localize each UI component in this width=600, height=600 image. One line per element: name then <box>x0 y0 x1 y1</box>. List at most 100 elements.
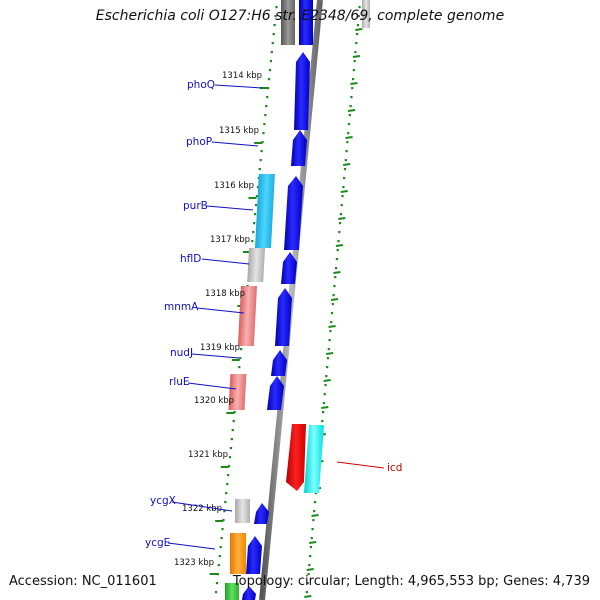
ruler-dot <box>267 87 270 90</box>
gene-label-icd[interactable]: icd <box>387 462 402 474</box>
ruler-dot <box>309 555 312 558</box>
kbp-tick-label: 1322 kbp <box>182 504 222 514</box>
ruler-dot <box>214 591 218 594</box>
ruler-tick <box>345 136 353 139</box>
ruler-dot <box>224 501 227 504</box>
ruler-dot <box>347 123 351 126</box>
ruler-dot <box>356 24 360 27</box>
ruler-dot <box>240 348 243 351</box>
ruler-dot <box>340 204 343 207</box>
feature-gray-top2 <box>362 0 370 28</box>
gene-leader-line <box>171 501 233 512</box>
ruler-dot <box>263 123 266 126</box>
ruler-tick <box>350 82 358 85</box>
ruler-dot <box>258 168 261 171</box>
gene-label-ycgX[interactable]: ycgX <box>150 495 176 507</box>
ruler-tick <box>311 514 319 517</box>
cds-arrow-phoQ <box>294 52 310 130</box>
ruler-dot <box>256 186 259 189</box>
ruler-dot <box>333 285 336 288</box>
feature-tracks <box>225 0 370 600</box>
ruler-dot <box>343 168 347 171</box>
ruler-dot <box>324 384 327 387</box>
gene-label-rluE[interactable]: rluE <box>169 376 190 388</box>
ruler-tick <box>325 352 334 355</box>
gene-label-nudJ[interactable]: nudJ <box>170 347 193 359</box>
ruler-tick <box>347 109 356 112</box>
gene-label-phoP[interactable]: phoP <box>186 136 212 148</box>
ruler-dot <box>339 213 343 216</box>
ruler-dot <box>252 231 255 234</box>
kbp-tick-label: 1315 kbp <box>219 126 259 136</box>
ruler-ticks-outer <box>304 28 363 598</box>
ruler-tick <box>352 55 361 58</box>
kbp-tick-labels: 1314 kbp 1315 kbp 1316 kbp 1317 kbp 1318 kbp… <box>174 71 262 568</box>
ruler-dot <box>272 33 275 36</box>
cds-arrow-mnmA <box>275 288 292 346</box>
cds-arrow-ycgX <box>254 503 269 524</box>
ruler-dot <box>325 375 328 378</box>
ruler-dot <box>326 357 330 360</box>
feature-rluE-pink <box>228 374 247 410</box>
cds-arrow-hflD <box>281 252 297 284</box>
gene-label-purB[interactable]: purB <box>183 200 208 212</box>
ruler-dot <box>327 348 330 351</box>
feature-icd-red <box>286 424 306 491</box>
ruler-dot <box>349 105 352 108</box>
gene-leader-line <box>206 205 254 211</box>
ruler-tick <box>330 298 339 301</box>
ruler-dot <box>232 420 235 423</box>
ruler-dot <box>313 510 316 513</box>
gene-label-hflD[interactable]: hflD <box>180 253 201 265</box>
ruler-dot <box>345 150 348 153</box>
ruler-dot <box>355 42 358 45</box>
cds-arrow-phoP <box>291 130 307 166</box>
ruler-dot <box>323 393 326 396</box>
ruler-dot <box>262 132 265 135</box>
kbp-tick-label: 1318 kbp <box>205 289 245 299</box>
ruler-dot <box>331 303 334 306</box>
gene-label-mnmA[interactable]: mnmA <box>164 301 199 313</box>
ruler-dot <box>218 555 221 558</box>
ruler-dot <box>260 150 263 153</box>
ruler-dot <box>358 6 361 9</box>
gene-leader-line <box>196 307 245 314</box>
ruler-dot <box>233 411 236 414</box>
ruler-dot <box>322 402 326 405</box>
ruler-tick <box>308 541 317 544</box>
ruler-dot <box>227 465 231 468</box>
feature-icd-aqua <box>304 425 324 493</box>
ruler-dot <box>227 474 230 477</box>
feature-blue-top <box>299 0 313 45</box>
ruler-dot <box>219 546 222 549</box>
ruler-tick <box>328 325 336 328</box>
ruler-dot <box>350 96 353 99</box>
gene-label-ycgE[interactable]: ycgE <box>145 537 170 549</box>
kbp-tick-label: 1316 kbp <box>214 181 254 191</box>
ruler-dot <box>264 114 267 117</box>
ruler-dot <box>271 42 274 45</box>
ruler-dot <box>217 564 220 567</box>
ruler-tick <box>340 190 348 193</box>
ruler-dot <box>342 186 345 189</box>
ruler-dot <box>306 582 309 585</box>
ruler-dot <box>255 195 259 198</box>
ruler-dot <box>223 510 226 513</box>
kbp-tick-label: 1321 kbp <box>188 450 228 460</box>
ruler-dot <box>353 60 356 63</box>
gene-leader-line <box>187 382 237 390</box>
ruler-dot <box>215 582 219 585</box>
cds-arrow-ycgE <box>246 536 262 574</box>
ruler-dot <box>346 141 349 144</box>
ruler-dot <box>351 87 354 90</box>
gene-label-phoQ[interactable]: phoQ <box>187 79 215 91</box>
feature-ycgX-gray <box>235 499 250 523</box>
ruler-dot <box>216 573 219 576</box>
ruler-dot <box>307 573 310 576</box>
ruler-dot <box>334 276 337 279</box>
ruler-dot <box>351 78 355 81</box>
ruler-tick <box>335 244 344 247</box>
ruler-dot <box>328 339 331 342</box>
ruler-dot <box>274 15 277 18</box>
